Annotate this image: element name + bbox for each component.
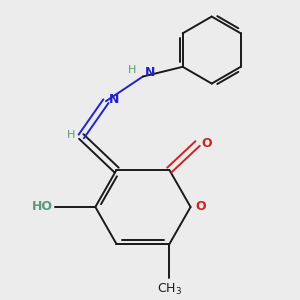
Text: O: O	[196, 200, 206, 214]
Text: O: O	[202, 137, 212, 150]
Text: HO: HO	[32, 200, 53, 214]
Text: N: N	[109, 93, 119, 106]
Text: N: N	[145, 67, 155, 80]
Text: H: H	[67, 130, 75, 140]
Text: H: H	[128, 65, 136, 75]
Text: CH$_3$: CH$_3$	[157, 282, 182, 297]
